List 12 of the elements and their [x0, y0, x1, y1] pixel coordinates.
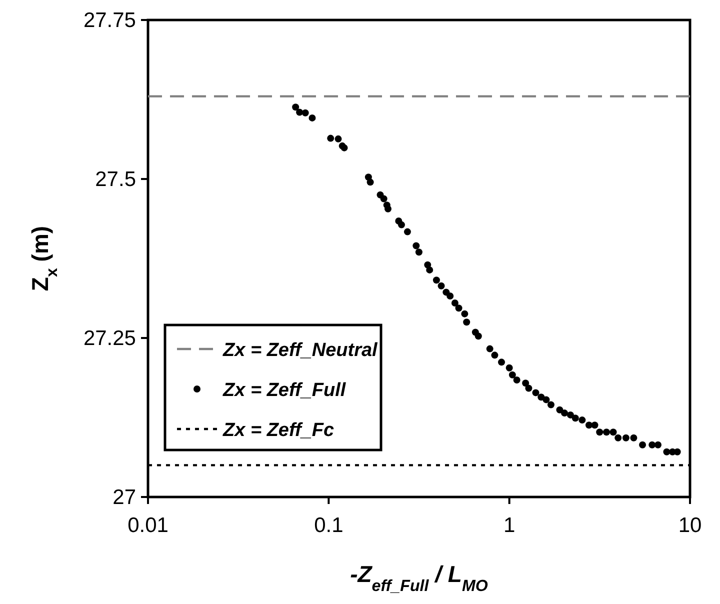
- x-tick-label: 0.1: [314, 514, 344, 537]
- x-tick-label: 1: [503, 514, 516, 537]
- y-tick-label: 27.25: [83, 327, 136, 350]
- legend-label: Zx = Zeff_Neutral: [222, 340, 378, 361]
- y-tick-label: 27: [112, 486, 136, 509]
- x-axis-title: -Z$_{eff_Full}$ / L$_{MO}$: [350, 561, 488, 595]
- x-tick-label: 10: [678, 514, 702, 537]
- legend-label: Zx = Zeff_Full: [222, 380, 346, 401]
- y-tick-label: 27.75: [83, 9, 136, 32]
- legend-label: Zx = Zeff_Fc: [222, 420, 334, 441]
- y-tick-label: 27.5: [95, 168, 136, 191]
- x-tick-label: 0.01: [128, 514, 168, 537]
